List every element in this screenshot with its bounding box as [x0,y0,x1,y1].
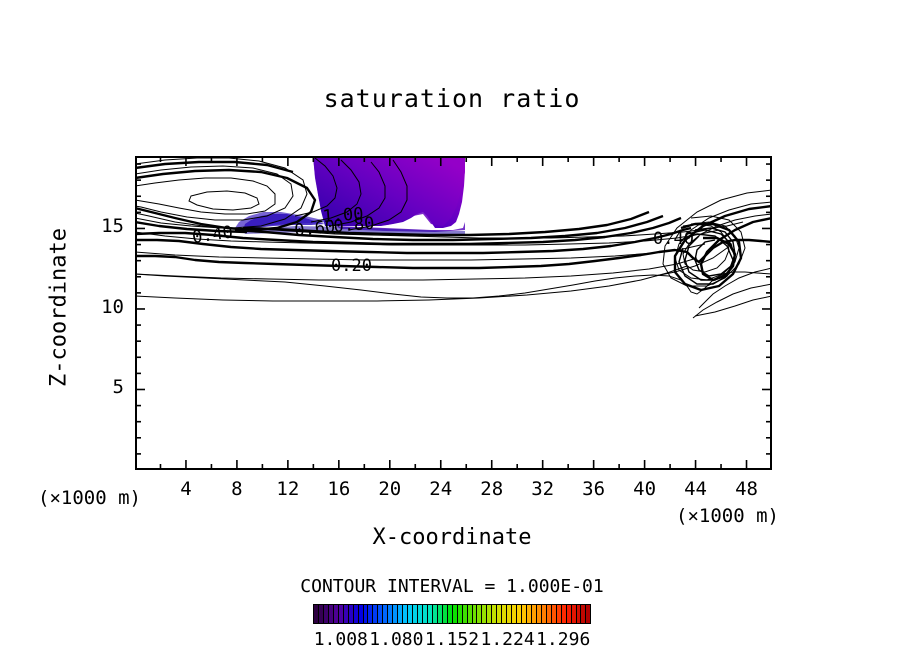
colorbar-band [512,605,518,623]
x-tick-label: 44 [684,478,707,500]
colorbar-band [393,605,399,623]
x-tick-label: 28 [480,478,504,500]
x-tick-labels: 4 8 12 16 20 24 28 32 36 40 44 48 [0,478,904,504]
colorbar-band [522,605,527,623]
colorbar-band [482,605,488,623]
x-tick-label: 48 [735,478,758,500]
colorbar-band [566,605,572,623]
contour-plot-canvas: 0.40 0.60 0.80 1.00 0.20 0.40 [135,156,772,470]
colorbar-band [432,605,438,623]
x-tick-label: 32 [531,478,555,500]
colorbar-band [348,605,354,623]
colorbar-band [437,605,443,623]
colorbar-band [526,605,532,623]
colorbar-band [462,605,468,623]
colorbar-tick-label: 1.296 [536,629,591,650]
contour-label: 0.40 [653,229,694,249]
colorbar-band [323,605,329,623]
colorbar-band [571,605,577,623]
colorbar-band [517,605,523,623]
colorbar-band [561,605,567,623]
colorbar-band [452,605,458,623]
colorbar-band [536,605,542,623]
contour-dense-cluster [678,227,736,285]
y-tick-labels: 5 10 15 [80,156,128,470]
x-tick-label: 16 [327,478,351,500]
x-tick-label: 40 [633,478,657,500]
colorbar-band [487,605,493,623]
contour-label: 0.60 [293,217,336,241]
y-tick-label: 15 [101,215,124,238]
x-axis-unit-left: (×1000 m) [38,487,141,509]
x-axis-unit-right: (×1000 m) [676,505,779,527]
colorbar-title: CONTOUR INTERVAL = 1.000E-01 [300,576,604,597]
colorbar-tick-label: 1.152 [424,629,480,650]
colorbar-band [403,605,409,623]
colorbar-tick-label: 1.224 [480,629,535,650]
colorbar-band [541,605,547,623]
colorbar-band [422,605,428,623]
colorbar-band [378,605,384,623]
colorbar-band [413,605,419,623]
contour-label: 1.00 [322,204,364,227]
colorbar-band [314,605,319,623]
colorbar-band [383,605,389,623]
x-axis-label: X-coordinate [372,525,532,550]
colorbar-tick-labels: 1.008 1.080 1.152 1.224 1.296 [295,629,615,651]
colorbar-band [531,605,537,623]
colorbar-band [581,605,587,623]
colorbar-band [373,605,379,623]
colorbar-band [398,605,404,623]
colorbar-band [363,605,369,623]
colorbar-band [388,605,394,623]
x-tick-label: 8 [231,478,243,500]
x-tick-label: 4 [180,478,192,500]
y-tick-label: 5 [112,376,124,399]
colorbar-band [477,605,483,623]
page-title: saturation ratio [323,84,581,113]
colorbar-band [447,605,453,623]
colorbar-band [442,605,448,623]
contour-label: 0.20 [331,256,372,276]
colorbar-band [338,605,344,623]
colorbar-band [467,605,473,623]
colorbar [313,604,591,624]
colorbar-band [368,605,374,623]
colorbar-band [556,605,562,623]
colorbar-band [408,605,414,623]
x-tick-label: 12 [276,478,300,500]
colorbar-band [427,605,433,623]
contour-label: 0.80 [333,213,376,236]
colorbar-band [586,605,590,623]
colorbar-band [546,605,552,623]
y-tick-label: 10 [101,295,124,318]
colorbar-band [343,605,349,623]
colorbar-band [497,605,503,623]
colorbar-band [328,605,334,623]
colorbar-band [576,605,582,623]
colorbar-tick-label: 1.080 [369,629,424,650]
colorbar-band [358,605,364,623]
colorbar-band [418,605,423,623]
colorbar-band [457,605,463,623]
colorbar-band [551,605,557,623]
colorbar-tick-label: 1.008 [313,629,368,650]
x-tick-label: 24 [429,478,453,500]
colorbar-band [502,605,508,623]
colorbar-band [507,605,513,623]
colorbar-band [492,605,498,623]
colorbar-band [333,605,339,623]
y-axis-label: Z-coordinate [46,228,72,387]
colorbar-band [353,605,359,623]
contour-lines-bold [135,160,772,292]
x-tick-label: 36 [582,478,606,500]
colorbar-band [318,605,324,623]
x-tick-label: 20 [378,478,402,500]
colorbar-band [472,605,478,623]
